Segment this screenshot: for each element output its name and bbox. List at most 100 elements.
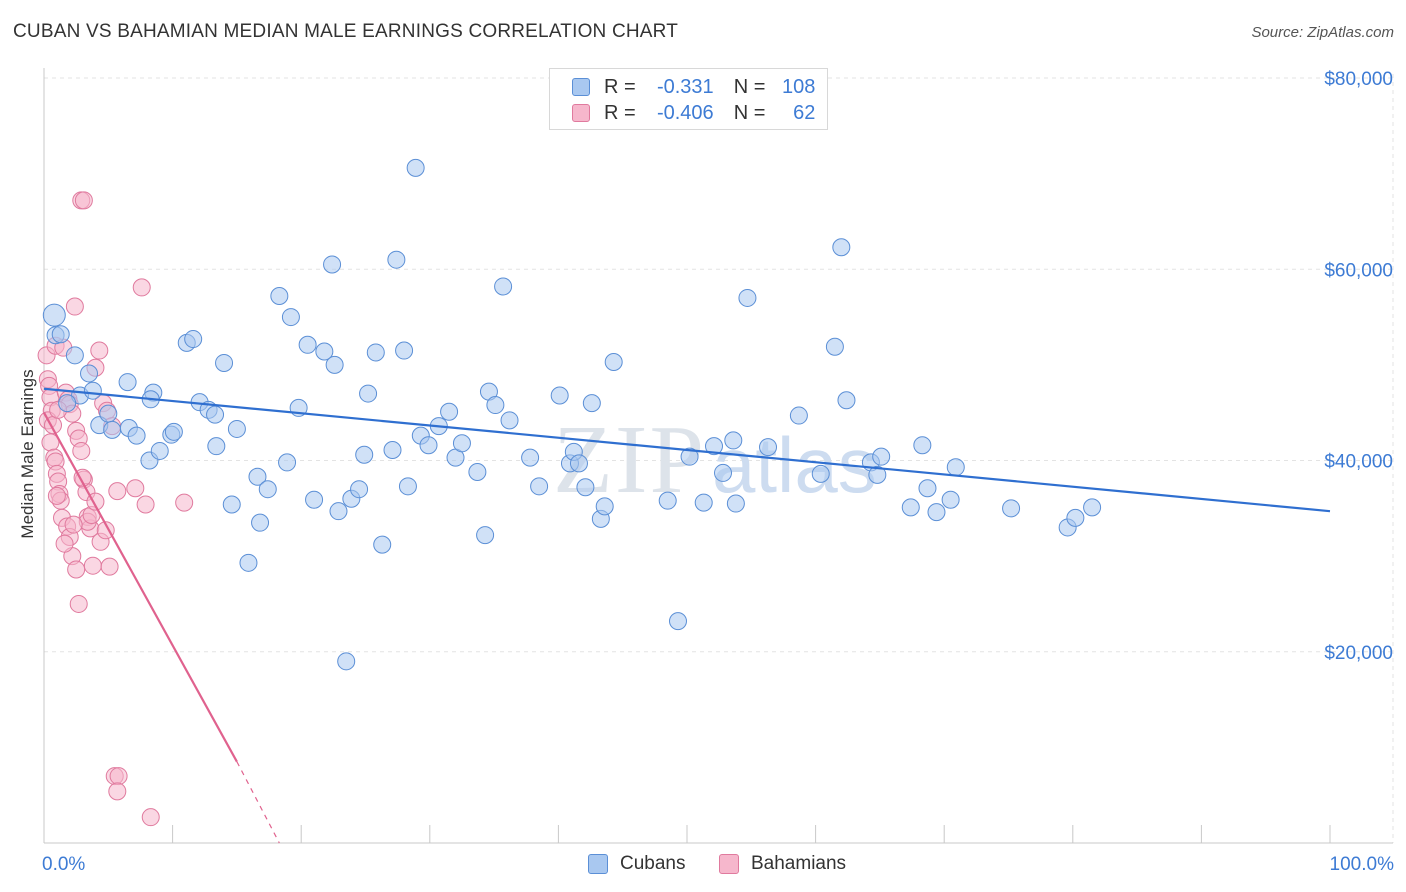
cuban-point (941, 490, 960, 509)
chart-source: Source: ZipAtlas.com (1251, 24, 1394, 41)
legend-item-bahamians[interactable]: Bahamians (719, 852, 846, 876)
cuban-point (42, 303, 66, 327)
correlation-legend: R = -0.331 N = 108 R = -0.406 N = 62 (549, 68, 828, 130)
cuban-point (582, 394, 601, 413)
n-label: N = (733, 75, 766, 98)
legend-item-cubans[interactable]: Cubans (588, 852, 686, 876)
cuban-point (726, 494, 745, 513)
cuban-point (680, 447, 699, 466)
cuban-point (452, 434, 471, 453)
cuban-point (227, 419, 246, 438)
y-tick-label: $60,000 (1324, 260, 1393, 281)
bahamian-point (136, 495, 155, 514)
cuban-point (305, 490, 324, 509)
bahamian-point (72, 441, 91, 460)
cuban-point (440, 402, 459, 421)
bahamians-swatch (719, 854, 739, 874)
cuban-point (206, 405, 225, 424)
bahamian-point (100, 557, 119, 576)
bahamians-swatch (572, 104, 590, 122)
y-axis-label: Median Male Earnings (18, 369, 37, 538)
cuban-point (419, 436, 438, 455)
cuban-point (658, 491, 677, 510)
cuban-point (258, 480, 277, 499)
legend-row-bahamians: R = -0.406 N = 62 (572, 100, 815, 126)
cuban-point (395, 341, 414, 360)
cuban-point (521, 448, 540, 467)
bahamian-point (74, 191, 93, 210)
cuban-point (251, 513, 270, 532)
n-value: 108 (782, 75, 816, 98)
y-tick-label: $80,000 (1324, 69, 1393, 90)
cuban-point (184, 330, 203, 349)
cuban-point (550, 386, 569, 405)
bahamian-point (69, 594, 88, 613)
cuban-point (832, 238, 851, 257)
cuban-point (759, 438, 778, 457)
cuban-point (383, 440, 402, 459)
axes (43, 68, 1393, 844)
legend-label-bahamians: Bahamians (751, 853, 847, 874)
r-label: R = (604, 101, 636, 124)
cuban-point (83, 381, 102, 400)
bahamian-point (132, 278, 151, 297)
cuban-point (530, 477, 549, 496)
n-label: N = (733, 101, 766, 124)
y-tick-label: $20,000 (1324, 643, 1393, 664)
bahamian-point (109, 767, 128, 786)
cuban-point (103, 420, 122, 439)
cuban-point (298, 335, 317, 354)
r-value: -0.406 (656, 101, 714, 124)
bahamian-point (108, 782, 127, 801)
cuban-point (668, 612, 687, 631)
cuban-point (58, 394, 77, 413)
cuban-point (80, 364, 99, 383)
cuban-point (604, 353, 623, 372)
cuban-point (239, 553, 258, 572)
n-value: 62 (793, 101, 816, 124)
cuban-point (387, 250, 406, 269)
bahamian-point (83, 556, 102, 575)
x-tick-label: 100.0% (1330, 854, 1395, 875)
cuban-point (359, 384, 378, 403)
bahamian-point (47, 486, 66, 505)
bahamian-point (67, 560, 86, 579)
cuban-point (705, 437, 724, 456)
bahamians-points (37, 191, 194, 827)
cuban-point (215, 353, 234, 372)
bahamian-point (175, 493, 194, 512)
cuban-point (270, 287, 289, 306)
cuban-point (913, 436, 932, 455)
cuban-point (325, 355, 344, 374)
cuban-point (576, 478, 595, 497)
cuban-point (248, 467, 267, 486)
cuban-point (714, 463, 733, 482)
tick-labels: $20,000 $40,000 $60,000 $80,000 0.0% 100.0% (42, 69, 1394, 875)
trend-lines (43, 387, 1331, 844)
cuban-point (51, 325, 70, 344)
cuban-point (278, 453, 297, 472)
cuban-point (476, 526, 495, 545)
cuban-point (406, 158, 425, 177)
r-label: R = (604, 75, 636, 98)
bahamian-point (141, 808, 160, 827)
bahamians-trend-line (43, 412, 238, 763)
cuban-point (118, 373, 137, 392)
r-value: -0.331 (656, 75, 714, 98)
cuban-point (350, 480, 369, 499)
cuban-point (355, 445, 374, 464)
chart-title: CUBAN VS BAHAMIAN MEDIAN MALE EARNINGS C… (13, 21, 679, 42)
bahamian-point (55, 534, 74, 553)
cuban-point (738, 288, 757, 307)
x-tick-label: 0.0% (42, 854, 85, 875)
cuban-point (323, 255, 342, 274)
cuban-point (398, 477, 417, 496)
cuban-point (127, 426, 146, 445)
cubans-trend-line (43, 387, 1331, 513)
cuban-point (811, 464, 830, 483)
cuban-point (569, 454, 588, 473)
cuban-point (65, 346, 84, 365)
cuban-point (486, 396, 505, 415)
cuban-point (468, 462, 487, 481)
